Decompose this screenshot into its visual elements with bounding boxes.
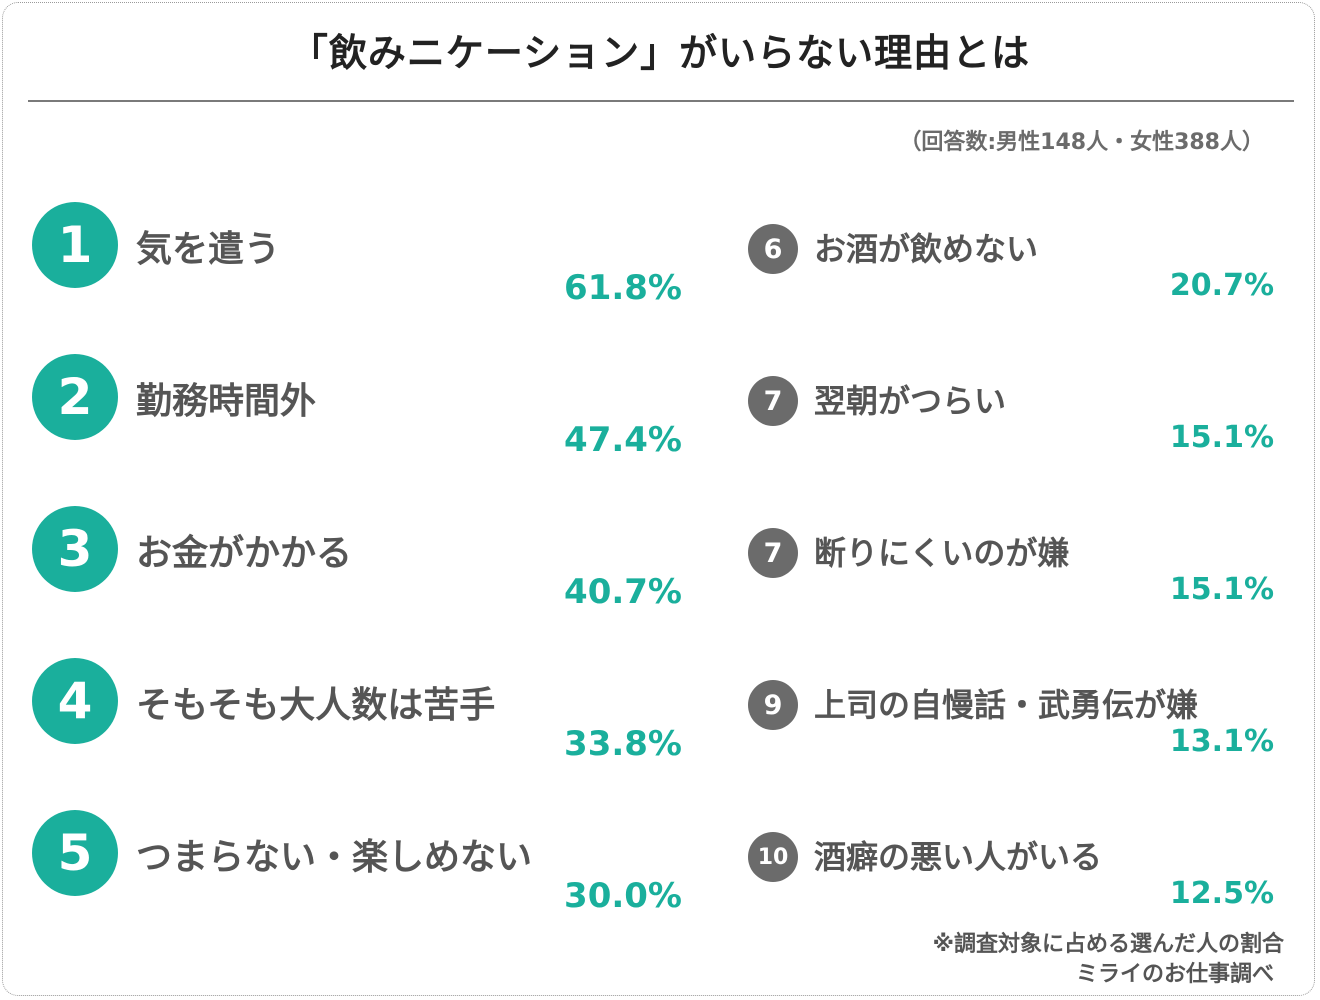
rank-value: 61.8% [564, 268, 682, 308]
rank-label: 酒癖の悪い人がいる [814, 838, 1103, 876]
rank-label: お金がかかる [136, 533, 353, 574]
rank-label: つまらない・楽しめない [136, 837, 533, 878]
page-title: 「飲みニケーション」がいらない理由とは [289, 31, 1031, 75]
rank-value: 12.5% [1169, 876, 1274, 911]
rank-badge: 6 [748, 224, 798, 274]
rank-label: 勤務時間外 [136, 381, 317, 422]
rank-badge: 2 [32, 354, 118, 440]
rank-badge: 7 [748, 376, 798, 426]
rank-value: 15.1% [1169, 572, 1274, 607]
rank-badge: 10 [748, 832, 798, 882]
footnote: ※調査対象に占める選んだ人の割合 [932, 932, 1284, 957]
rank-value: 13.1% [1169, 724, 1274, 759]
rank-label: 断りにくいのが嫌 [814, 534, 1070, 572]
rank-label: 気を遣う [136, 229, 281, 270]
rank-badge: 7 [748, 528, 798, 578]
source-credit: ミライのお仕事調べ [1075, 962, 1274, 987]
rank-value: 30.0% [564, 876, 682, 916]
title-divider [28, 100, 1294, 102]
rank-label: そもそも大人数は苦手 [136, 685, 496, 726]
rank-badge: 9 [748, 680, 798, 730]
rank-badge: 4 [32, 658, 118, 744]
rank-badge: 1 [32, 202, 118, 288]
rank-label: 上司の自慢話・武勇伝が嫌 [814, 686, 1199, 724]
rank-value: 40.7% [564, 572, 682, 612]
respondents-note: （回答数:男性148人・女性388人） [899, 130, 1264, 155]
rank-badge: 5 [32, 810, 118, 896]
rank-value: 33.8% [564, 724, 682, 764]
rank-value: 47.4% [564, 420, 682, 460]
rank-label: お酒が飲めない [814, 230, 1039, 268]
rank-badge: 3 [32, 506, 118, 592]
rank-value: 15.1% [1169, 420, 1274, 455]
rank-value: 20.7% [1169, 268, 1274, 303]
rank-label: 翌朝がつらい [814, 382, 1007, 420]
